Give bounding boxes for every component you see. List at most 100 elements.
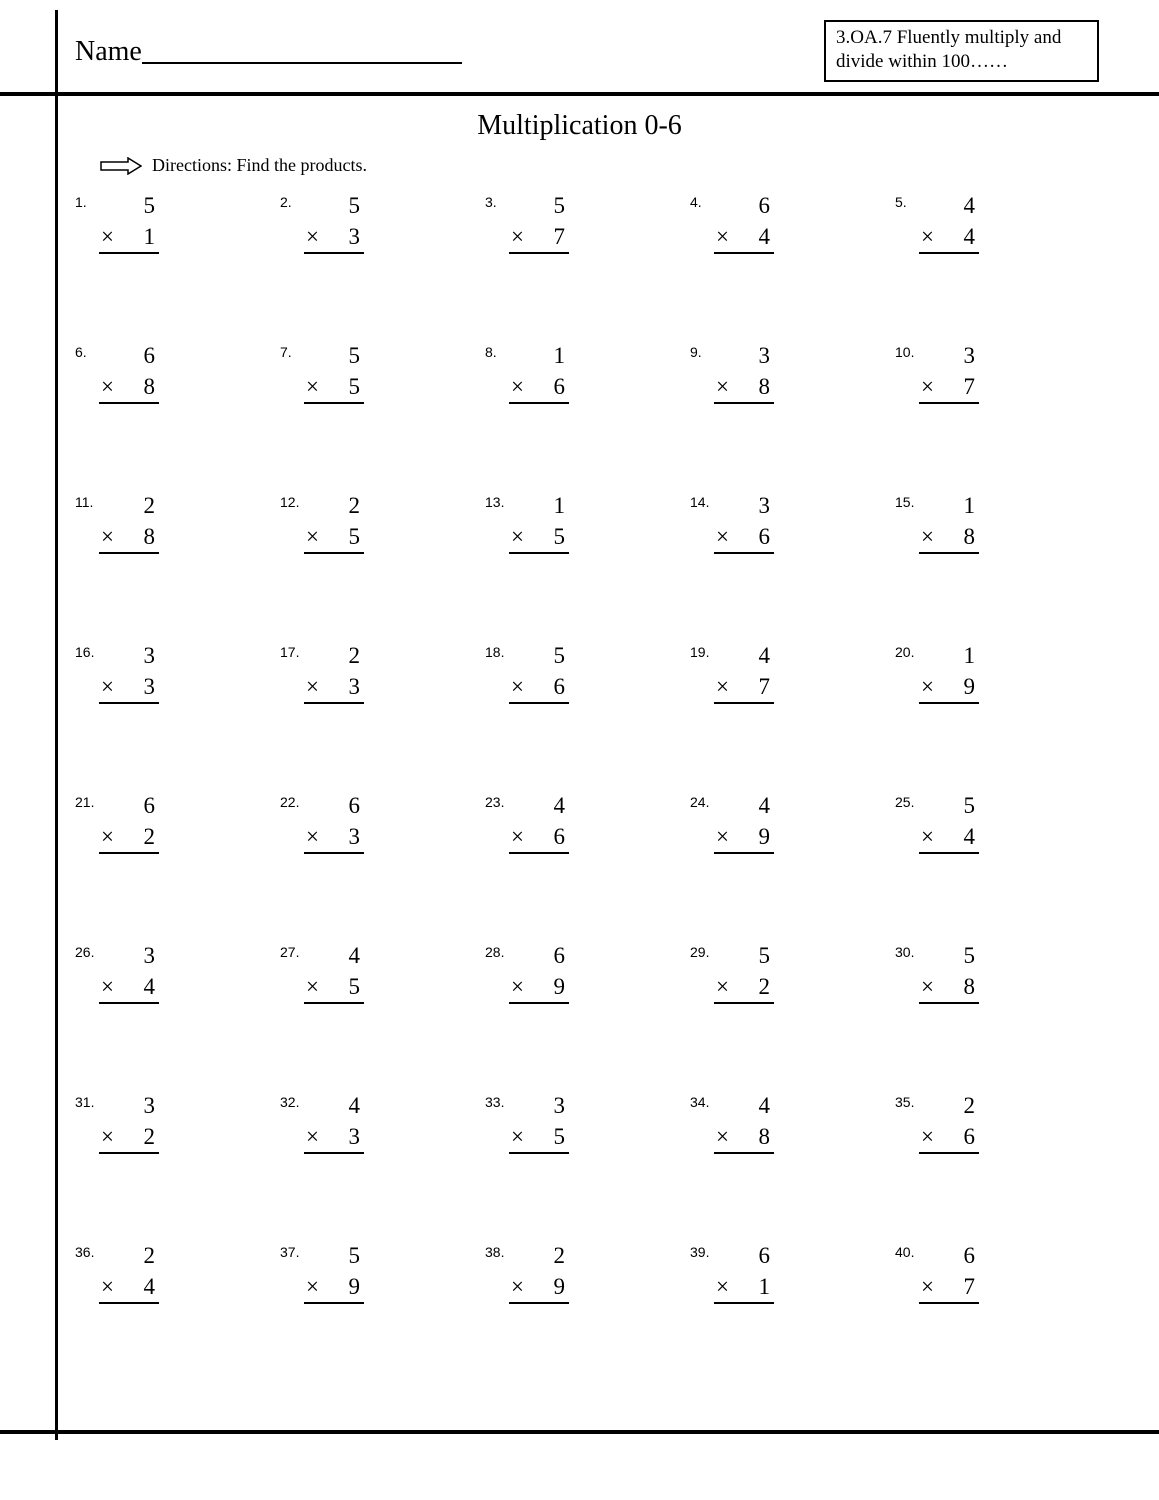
problem-number: 28.: [485, 944, 504, 960]
math-problem: 6×9: [509, 940, 569, 1004]
problem: 16.3×3: [75, 640, 280, 790]
multiplier: 6: [759, 524, 771, 549]
problem-number: 12.: [280, 494, 299, 510]
multiplier-row: ×8: [919, 521, 979, 554]
operator: ×: [509, 221, 524, 252]
problem-number: 4.: [690, 194, 702, 210]
math-problem: 5×7: [509, 190, 569, 254]
operator: ×: [714, 821, 729, 852]
multiplier-row: ×6: [919, 1121, 979, 1154]
problem-number: 26.: [75, 944, 94, 960]
multiplier-row: ×5: [509, 521, 569, 554]
multiplier-row: ×6: [714, 521, 774, 554]
multiplier: 6: [964, 1124, 976, 1149]
problem: 25.5×4: [895, 790, 1100, 940]
multiplicand: 2: [919, 1090, 979, 1121]
math-problem: 5×1: [99, 190, 159, 254]
problem: 32.4×3: [280, 1090, 485, 1240]
problem: 19.4×7: [690, 640, 895, 790]
problem: 4.6×4: [690, 190, 895, 340]
math-problem: 5×3: [304, 190, 364, 254]
multiplicand: 5: [304, 190, 364, 221]
multiplier-row: ×5: [509, 1121, 569, 1154]
problem: 23.4×6: [485, 790, 690, 940]
problem: 10.3×7: [895, 340, 1100, 490]
multiplicand: 5: [99, 190, 159, 221]
math-problem: 2×9: [509, 1240, 569, 1304]
operator: ×: [919, 1271, 934, 1302]
problem: 22.6×3: [280, 790, 485, 940]
multiplicand: 5: [304, 1240, 364, 1271]
operator: ×: [99, 521, 114, 552]
operator: ×: [919, 821, 934, 852]
problem: 37.5×9: [280, 1240, 485, 1390]
operator: ×: [509, 821, 524, 852]
problem: 38. 2×9: [485, 1240, 690, 1390]
problem-number: 25.: [895, 794, 914, 810]
problem: 7.5×5: [280, 340, 485, 490]
problem-number: 31.: [75, 1094, 94, 1110]
multiplier: 4: [964, 224, 976, 249]
multiplier: 9: [349, 1274, 361, 1299]
multiplier: 1: [144, 224, 156, 249]
problem-number: 18.: [485, 644, 504, 660]
math-problem: 1×6: [509, 340, 569, 404]
operator: ×: [99, 1271, 114, 1302]
multiplier: 7: [964, 374, 976, 399]
multiplicand: 5: [509, 640, 569, 671]
multiplier: 4: [964, 824, 976, 849]
math-problem: 4×7: [714, 640, 774, 704]
multiplicand: 3: [714, 490, 774, 521]
multiplier-row: ×8: [919, 971, 979, 1004]
math-problem: 5×4: [919, 790, 979, 854]
problem: 29.5×2: [690, 940, 895, 1090]
multiplier-row: ×7: [919, 1271, 979, 1304]
problem-number: 14.: [690, 494, 709, 510]
multiplier: 9: [759, 824, 771, 849]
problem: 2. 5×3: [280, 190, 485, 340]
problem: 8.1×6: [485, 340, 690, 490]
multiplier: 2: [144, 824, 156, 849]
multiplier-row: ×2: [99, 821, 159, 854]
problem-number: 6.: [75, 344, 87, 360]
multiplier-row: ×7: [509, 221, 569, 254]
math-problem: 2×3: [304, 640, 364, 704]
problem: 5.4×4: [895, 190, 1100, 340]
problem-number: 1.: [75, 194, 87, 210]
multiplier: 8: [144, 524, 156, 549]
multiplicand: 5: [304, 340, 364, 371]
problem: 30.5×8: [895, 940, 1100, 1090]
multiplier: 4: [144, 1274, 156, 1299]
multiplier-row: ×5: [304, 971, 364, 1004]
problem-number: 39.: [690, 1244, 709, 1260]
math-problem: 1×5: [509, 490, 569, 554]
multiplicand: 4: [509, 790, 569, 821]
problem-number: 2.: [280, 194, 292, 210]
problem: 12.2×5: [280, 490, 485, 640]
math-problem: 2×6: [919, 1090, 979, 1154]
operator: ×: [714, 1271, 729, 1302]
page-title: Multiplication 0-6: [0, 110, 1159, 142]
multiplier-row: ×4: [714, 221, 774, 254]
operator: ×: [304, 1121, 319, 1152]
multiplicand: 1: [919, 490, 979, 521]
problem-number: 38.: [485, 1244, 504, 1260]
name-input-line[interactable]: [142, 62, 462, 64]
problem-number: 34.: [690, 1094, 709, 1110]
problem: 17.2×3: [280, 640, 485, 790]
math-problem: 3×5: [509, 1090, 569, 1154]
problem-number: 36.: [75, 1244, 94, 1260]
operator: ×: [304, 821, 319, 852]
operator: ×: [99, 971, 114, 1002]
operator: ×: [919, 221, 934, 252]
multiplicand: 2: [304, 640, 364, 671]
problem-number: 20.: [895, 644, 914, 660]
problem-number: 13.: [485, 494, 504, 510]
math-problem: 5×8: [919, 940, 979, 1004]
multiplier: 3: [349, 224, 361, 249]
problem-number: 16.: [75, 644, 94, 660]
problem-number: 15.: [895, 494, 914, 510]
math-problem: 4×8: [714, 1090, 774, 1154]
operator: ×: [509, 1271, 524, 1302]
multiplicand: 1: [509, 340, 569, 371]
